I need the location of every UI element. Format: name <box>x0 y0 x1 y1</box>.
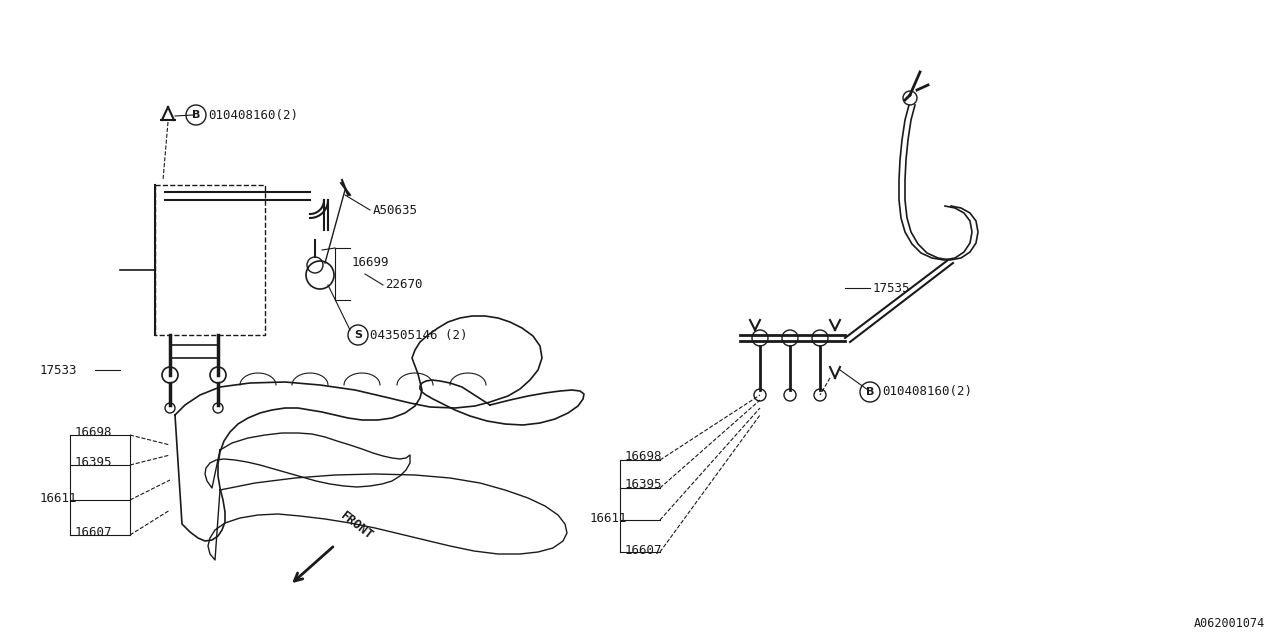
Text: 16698: 16698 <box>76 426 113 438</box>
Text: 16699: 16699 <box>352 255 389 269</box>
Text: S: S <box>355 330 362 340</box>
Text: B: B <box>192 110 200 120</box>
Text: 16395: 16395 <box>625 479 663 492</box>
Text: 22670: 22670 <box>385 278 422 291</box>
Text: 16611: 16611 <box>590 511 627 525</box>
Text: 010408160(2): 010408160(2) <box>882 385 972 399</box>
Text: 043505146 (2): 043505146 (2) <box>370 328 467 342</box>
Text: A50635: A50635 <box>372 204 419 216</box>
Text: FRONT: FRONT <box>338 509 375 542</box>
Text: 16611: 16611 <box>40 492 78 504</box>
Text: 17535: 17535 <box>873 282 910 294</box>
Text: 16698: 16698 <box>625 451 663 463</box>
Text: 16395: 16395 <box>76 456 113 468</box>
Text: 010408160(2): 010408160(2) <box>207 109 298 122</box>
Text: 16607: 16607 <box>76 525 113 538</box>
Text: 16607: 16607 <box>625 543 663 557</box>
Text: A062001074: A062001074 <box>1194 617 1265 630</box>
Text: B: B <box>865 387 874 397</box>
Text: 17533: 17533 <box>40 364 78 376</box>
